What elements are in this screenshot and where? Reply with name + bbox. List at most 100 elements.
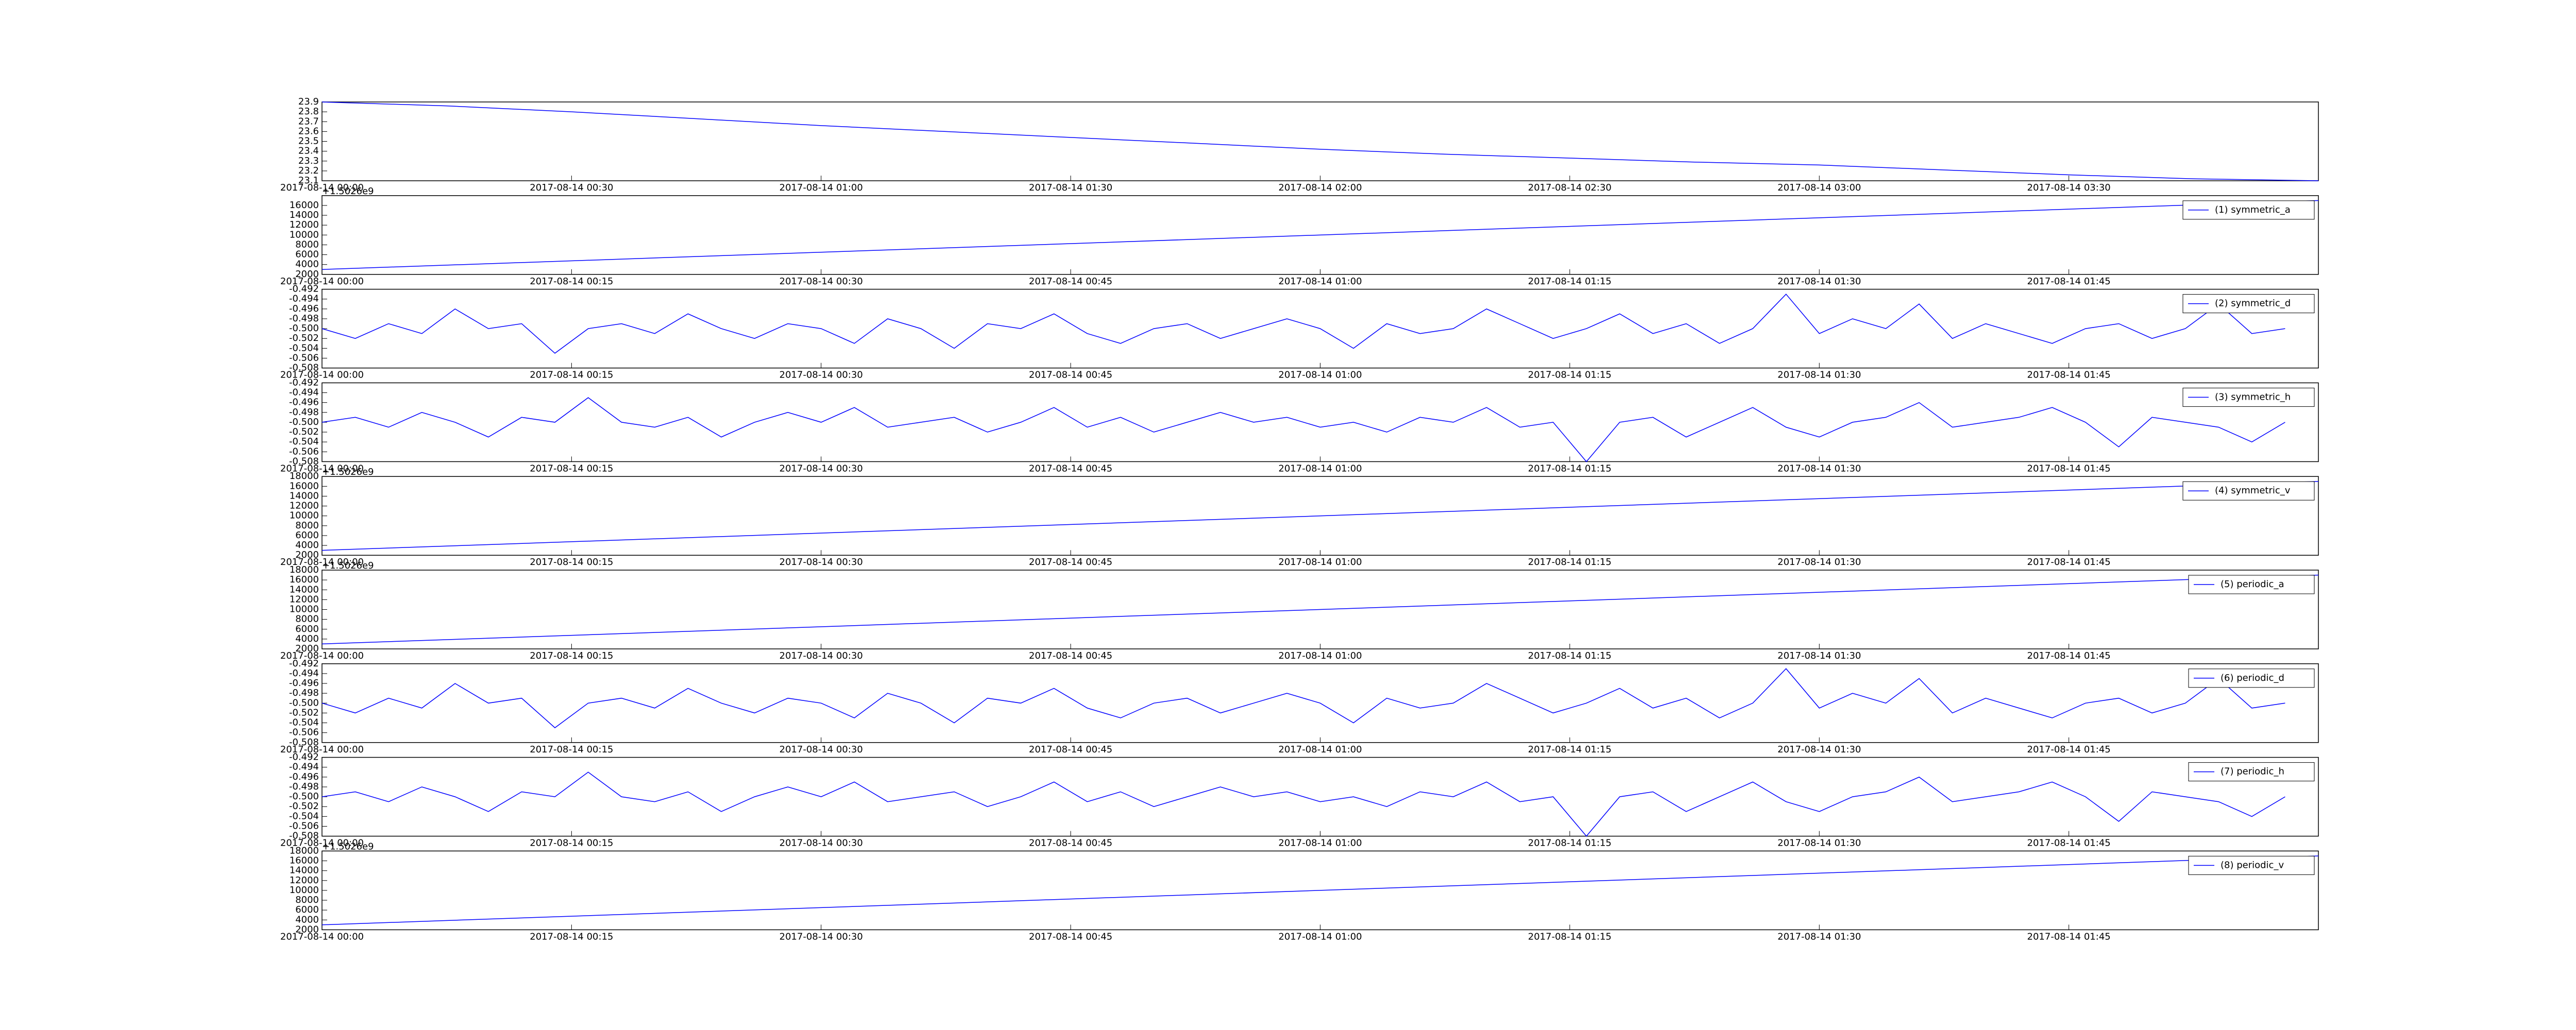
series-line [321, 101, 2319, 181]
legend-label: (1) symmetric_a [2215, 204, 2291, 215]
y-tick-label: 16000 [290, 574, 319, 585]
y-tick-label: 2000 [295, 269, 319, 280]
x-tick-label: 2017-08-14 00:45 [1029, 557, 1112, 568]
x-tick-label: 2017-08-14 02:00 [1278, 182, 1362, 193]
x-tick-label: 2017-08-14 01:15 [1528, 650, 1612, 661]
offset-text: +1.5026e9 [322, 467, 374, 477]
x-tick-label: 2017-08-14 01:15 [1528, 557, 1612, 568]
y-tick-label: 8000 [295, 614, 319, 625]
y-tick-label: -0.502 [289, 333, 319, 344]
x-tick-label: 2017-08-14 00:30 [779, 276, 863, 287]
y-tick-label: 10000 [290, 885, 319, 896]
x-tick-label: 2017-08-14 00:00 [280, 931, 364, 942]
y-tick-label: -0.506 [289, 352, 319, 363]
series-line [321, 481, 2319, 551]
legend-label: (5) periodic_a [2221, 579, 2284, 590]
x-tick-label: 2017-08-14 00:15 [530, 463, 613, 474]
x-tick-label: 2017-08-14 00:00 [280, 182, 364, 193]
y-tick-label: 6000 [295, 904, 319, 915]
y-tick-label: -0.500 [289, 323, 319, 334]
y-tick-label: -0.494 [289, 762, 319, 772]
y-tick-label: -0.502 [289, 707, 319, 718]
y-tick-label: 23.3 [298, 156, 319, 166]
y-tick-label: 16000 [290, 200, 319, 211]
x-tick-label: 2017-08-14 01:00 [1278, 557, 1362, 568]
y-tick-label: 12000 [290, 594, 319, 605]
y-tick-label: -0.502 [289, 426, 319, 437]
y-tick-label: -0.506 [289, 820, 319, 831]
y-tick-label: 8000 [295, 520, 319, 531]
x-tick-label: 2017-08-14 00:15 [530, 557, 613, 568]
y-tick-label: 12000 [290, 501, 319, 511]
legend-label: (4) symmetric_v [2215, 485, 2291, 496]
x-tick-label: 2017-08-14 00:30 [779, 557, 863, 568]
offset-text: +1.5026e9 [322, 560, 374, 571]
y-tick-label: 23.2 [298, 165, 319, 176]
y-tick-label: 6000 [295, 530, 319, 541]
x-tick-label: 2017-08-14 00:30 [530, 182, 613, 193]
y-tick-label: 4000 [295, 540, 319, 551]
series-line [321, 294, 2285, 354]
y-tick-label: 12000 [290, 875, 319, 886]
x-tick-label: 2017-08-14 01:45 [2027, 276, 2111, 287]
x-tick-label: 2017-08-14 00:15 [530, 838, 613, 849]
y-tick-label: -0.508 [289, 737, 319, 748]
y-tick-label: 10000 [290, 229, 319, 240]
y-tick-label: -0.502 [289, 801, 319, 812]
x-tick-label: 2017-08-14 01:45 [2027, 370, 2111, 381]
y-tick-label: -0.496 [289, 678, 319, 689]
x-tick-label: 2017-08-14 00:45 [1029, 838, 1112, 849]
legend-label: (2) symmetric_d [2215, 298, 2291, 309]
y-tick-label: 12000 [290, 219, 319, 230]
x-tick-label: 2017-08-14 01:30 [1777, 838, 1861, 849]
y-tick-label: -0.498 [289, 407, 319, 418]
y-tick-label: -0.506 [289, 446, 319, 457]
y-tick-label: -0.492 [289, 752, 319, 763]
legend-box [2182, 200, 2315, 220]
y-tick-label: 6000 [295, 249, 319, 260]
x-tick-label: 2017-08-14 00:30 [779, 370, 863, 381]
y-tick-label: 8000 [295, 895, 319, 905]
x-tick-label: 2017-08-14 01:15 [1528, 744, 1612, 755]
x-tick-label: 2017-08-14 01:30 [1777, 557, 1861, 568]
y-tick-label: 16000 [290, 480, 319, 491]
legend-label: (3) symmetric_h [2215, 391, 2291, 402]
y-tick-label: 18000 [290, 564, 319, 575]
x-tick-label: 2017-08-14 00:30 [779, 931, 863, 942]
y-tick-label: -0.496 [289, 397, 319, 408]
y-tick-label: 23.5 [298, 136, 319, 147]
x-tick-label: 2017-08-14 01:15 [1528, 276, 1612, 287]
y-tick-label: 4000 [295, 914, 319, 925]
y-tick-label: -0.496 [289, 303, 319, 314]
y-tick-label: 23.9 [298, 96, 319, 107]
y-tick-label: 8000 [295, 239, 319, 250]
x-tick-label: 2017-08-14 01:15 [1528, 463, 1612, 474]
y-tick-label: 10000 [290, 510, 319, 521]
legend-label: (7) periodic_h [2221, 766, 2284, 777]
y-tick-label: 23.8 [298, 106, 319, 117]
x-tick-label: 2017-08-14 01:15 [1528, 370, 1612, 381]
y-tick-label: 14000 [290, 584, 319, 595]
y-tick-label: 18000 [290, 845, 319, 856]
x-tick-label: 2017-08-14 03:00 [1777, 182, 1861, 193]
y-tick-label: 23.1 [298, 175, 319, 186]
offset-text: +1.5026e9 [322, 841, 374, 852]
y-tick-label: 16000 [290, 855, 319, 866]
y-tick-label: -0.498 [289, 781, 319, 792]
y-tick-label: 23.7 [298, 116, 319, 127]
x-tick-label: 2017-08-14 01:30 [1777, 650, 1861, 661]
y-tick-label: 4000 [295, 633, 319, 644]
y-tick-label: -0.492 [289, 377, 319, 388]
y-tick-label: -0.506 [289, 727, 319, 738]
series-line [321, 668, 2285, 729]
y-tick-label: -0.492 [289, 284, 319, 295]
x-tick-label: 2017-08-14 01:30 [1777, 463, 1861, 474]
y-tick-label: -0.498 [289, 688, 319, 698]
x-tick-label: 2017-08-14 00:30 [779, 744, 863, 755]
legend-label: (8) periodic_v [2221, 860, 2284, 870]
y-tick-label: 6000 [295, 624, 319, 634]
y-tick-label: 14000 [290, 865, 319, 876]
x-tick-label: 2017-08-14 00:30 [779, 650, 863, 661]
y-tick-label: -0.494 [289, 668, 319, 679]
